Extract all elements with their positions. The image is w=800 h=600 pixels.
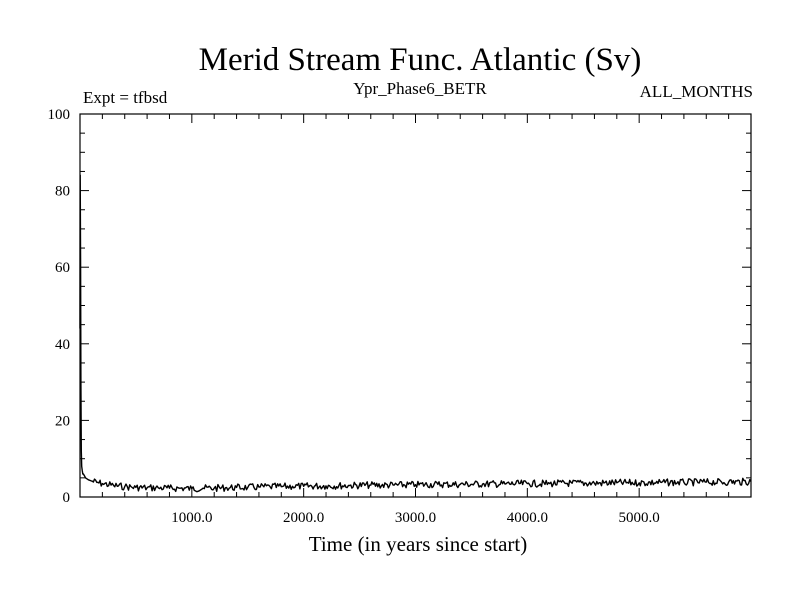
x-tick-label: 5000.0 (619, 510, 660, 526)
y-tick-label: 100 (48, 107, 71, 123)
x-tick-label: 4000.0 (507, 510, 548, 526)
x-tick-label: 3000.0 (395, 510, 436, 526)
x-axis-label: Time (in years since start) (309, 532, 528, 556)
y-tick-label: 40 (55, 337, 70, 353)
y-tick-label: 80 (55, 184, 70, 200)
dataset-label: Ypr_Phase6_BETR (353, 79, 487, 98)
axis-ticks (80, 114, 751, 497)
y-tick-labels: 0 20 40 60 80 100 (48, 107, 71, 506)
experiment-label: Expt = tfbsd (83, 88, 168, 107)
y-tick-label: 0 (63, 490, 71, 506)
series-layer (79, 174, 752, 493)
x-tick-label: 1000.0 (171, 510, 212, 526)
y-tick-label: 60 (55, 260, 70, 276)
plot-frame (79, 113, 752, 498)
chart-title: Merid Stream Func. Atlantic (Sv) (199, 42, 642, 78)
series-line (79, 174, 752, 493)
x-tick-label: 2000.0 (283, 510, 324, 526)
x-tick-labels: 1000.0 2000.0 3000.0 4000.0 5000.0 (171, 510, 660, 526)
months-label: ALL_MONTHS (640, 82, 753, 101)
y-tick-label: 20 (55, 413, 70, 429)
